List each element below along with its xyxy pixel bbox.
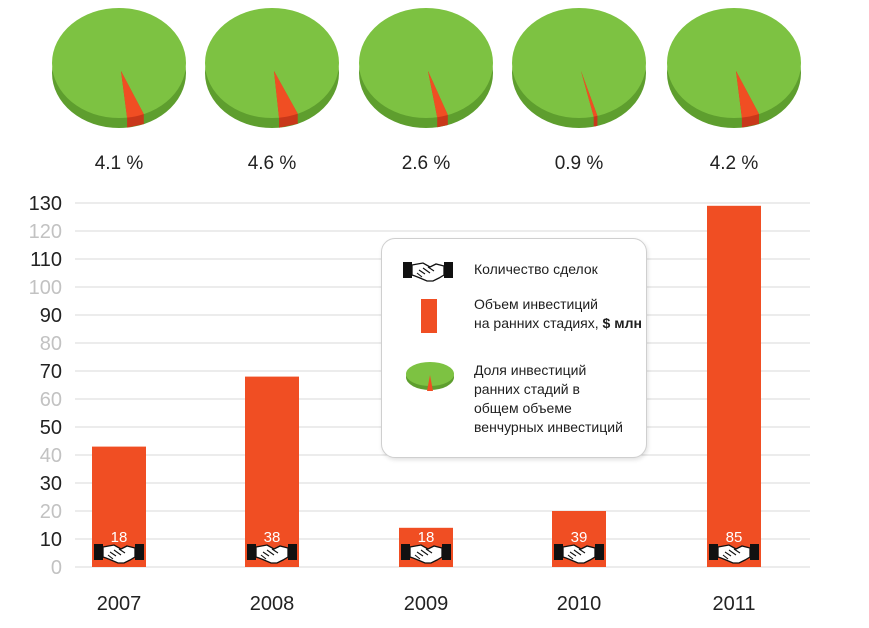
y-tick-label: 40	[40, 445, 62, 467]
y-tick-label: 60	[40, 389, 62, 411]
bar-icon	[421, 299, 437, 333]
legend-text-volume: Объем инвестиций на ранних стадиях, $ мл…	[474, 295, 642, 333]
bars: 18 38 18 39 85	[92, 205, 761, 568]
legend-text-deals: Количество сделок	[474, 261, 598, 277]
deal-count-2009: 18	[418, 529, 435, 546]
handshake-icon	[402, 261, 454, 282]
y-tick-label: 90	[40, 305, 62, 327]
pie-top	[667, 8, 801, 118]
deal-count-2011: 85	[726, 529, 743, 546]
deal-count-2008: 38	[264, 529, 281, 546]
bar-2011	[707, 205, 761, 568]
pie-top	[205, 8, 339, 118]
y-tick-label: 0	[51, 557, 62, 579]
x-tick-label-2009: 2009	[404, 593, 449, 615]
y-tick-label: 70	[40, 361, 62, 383]
pie-slice	[581, 71, 598, 117]
pie-top	[52, 8, 186, 118]
legend-text-volume-main: Объем инвестиций на ранних стадиях,	[474, 296, 599, 331]
deal-count-2007: 18	[111, 529, 128, 546]
y-tick-label: 30	[40, 473, 62, 495]
legend-text-share: Доля инвестиций ранних стадий в общем об…	[474, 362, 623, 435]
bar-2008	[245, 376, 299, 567]
pie-slice	[428, 71, 448, 118]
axes: 0 10 20 30 40 50 60 70 80 90 100 110 120 130 2007 2008 2…	[29, 193, 756, 615]
y-tick-label: 20	[40, 501, 62, 523]
pie-label-2011: 4.2 %	[710, 153, 759, 174]
deal-count-2010: 39	[571, 529, 588, 546]
pie-2008: 4.6 %	[205, 8, 339, 174]
legend: Количество сделок Объем инвестиций на ра…	[381, 238, 647, 458]
pie-top	[512, 8, 646, 118]
pie-charts: 4.1 % 4.6 % 2.6 % 0.9 % 4.2 %	[52, 8, 801, 174]
pie-slice	[121, 71, 144, 118]
y-tick-label: 110	[30, 249, 62, 271]
x-tick-label-2011: 2011	[712, 593, 755, 615]
pie-label-2010: 0.9 %	[555, 153, 604, 174]
pie-label-2008: 4.6 %	[248, 153, 297, 174]
y-tick-label: 120	[29, 221, 62, 243]
y-tick-label: 100	[29, 277, 62, 299]
pie-label-2009: 2.6 %	[402, 153, 451, 174]
legend-text-volume-unit: $ млн	[602, 315, 642, 331]
pie-slice	[274, 71, 298, 118]
pie-2011: 4.2 %	[667, 8, 801, 174]
grid	[75, 202, 810, 568]
y-tick-label: 50	[40, 417, 62, 439]
x-tick-label-2007: 2007	[97, 593, 142, 615]
pie-2010: 0.9 %	[512, 8, 646, 174]
pie-slice	[736, 71, 759, 118]
pie-2007: 4.1 %	[52, 8, 186, 174]
pie-label-2007: 4.1 %	[95, 153, 144, 174]
y-tick-label: 80	[40, 333, 62, 355]
y-tick-label: 130	[29, 193, 62, 215]
x-tick-label-2010: 2010	[557, 593, 602, 615]
pie-top	[359, 8, 493, 118]
y-tick-label: 10	[40, 529, 62, 551]
pie-icon	[406, 362, 454, 391]
pie-2009: 2.6 %	[359, 8, 493, 174]
x-tick-label-2008: 2008	[250, 593, 295, 615]
